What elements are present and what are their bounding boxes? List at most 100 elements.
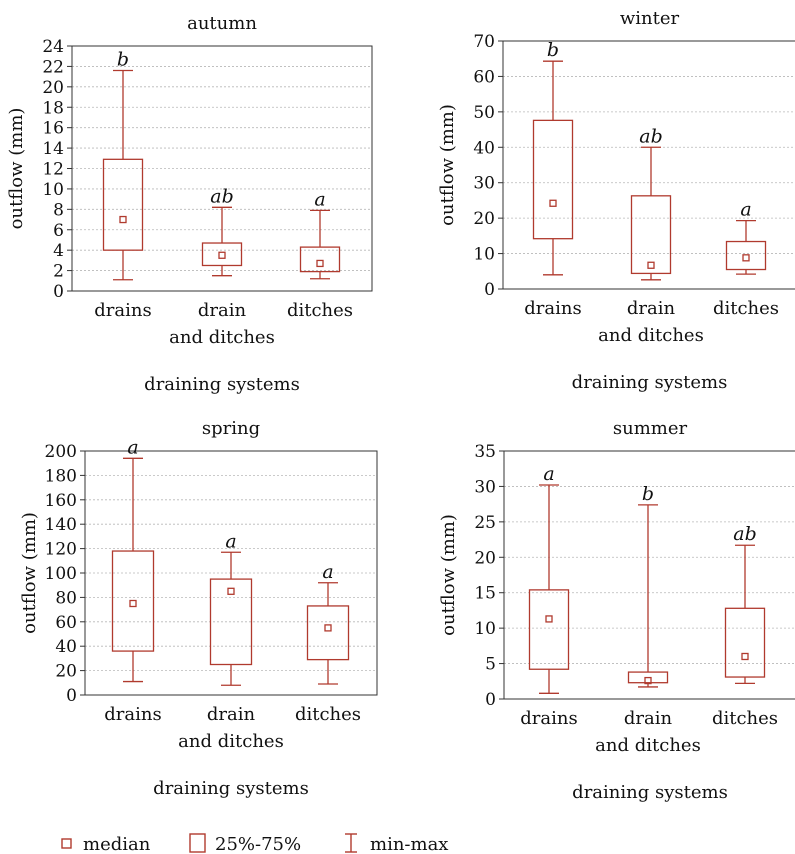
y-tick-label: 5 (485, 655, 496, 675)
chart-summer: 0 5 10 15 20 25 30 35 summer outflow (mm) drains dr… (438, 418, 795, 803)
y-tick-label: 18 (42, 98, 64, 118)
x-category-label-line: drains (520, 708, 577, 729)
x-category-label-line: drain (627, 298, 676, 319)
y-tick-label: 0 (66, 686, 77, 706)
y-tick-label: 2 (53, 262, 64, 282)
x-category-label-line: drain (198, 300, 247, 321)
median-marker (742, 254, 750, 262)
y-tick-label: 8 (53, 200, 64, 220)
y-tick-label: 22 (42, 57, 64, 77)
x-category-label: drains (104, 704, 161, 725)
y-tick-label: 60 (55, 613, 77, 633)
iqr-box (724, 607, 766, 678)
median-marker (647, 261, 655, 269)
significance-label: ab (733, 523, 757, 545)
median-marker (316, 259, 324, 268)
legend: median 25%-75% min-max (61, 833, 448, 854)
legend-median-label: median (83, 834, 151, 854)
y-tick-label: 120 (45, 540, 77, 560)
y-tick-label: 20 (42, 78, 64, 98)
y-tick-label: 24 (42, 37, 64, 57)
x-category-label: drains (524, 298, 581, 319)
y-tick-label: 70 (473, 32, 495, 52)
box-1: ab (201, 185, 243, 277)
box-1: ab (630, 125, 672, 281)
y-tick-label: 0 (53, 282, 64, 302)
median-marker (218, 251, 226, 259)
y-tick-label: 50 (473, 103, 495, 123)
x-category-label-line: and ditches (595, 735, 701, 756)
y-tick-label: 10 (473, 245, 495, 265)
y-tick-label: 140 (45, 515, 77, 535)
median-marker (545, 615, 553, 623)
y-tick-label: 200 (45, 442, 77, 462)
chart-spring: 0 20 40 60 80 100 120 140 160 180 200 spring outflow… (19, 418, 378, 799)
iqr-box (725, 240, 767, 271)
median-marker (324, 624, 332, 632)
x-category-label: ditches (712, 708, 778, 729)
x-category-label: drain and ditches (595, 708, 701, 756)
x-category-label: ditches (295, 704, 361, 725)
x-category-label: drains (94, 300, 151, 321)
significance-label: a (127, 436, 138, 458)
y-tick-label: 20 (473, 209, 495, 229)
y-axis-label: outflow (mm) (437, 104, 458, 226)
significance-label: a (740, 199, 751, 221)
x-category-label-line: drains (524, 298, 581, 319)
y-axis-label: outflow (mm) (6, 108, 27, 230)
significance-label: b (547, 39, 559, 61)
y-tick-label: 40 (55, 637, 77, 657)
x-category-label: ditches (287, 300, 353, 321)
y-tick-label: 15 (474, 584, 496, 604)
x-category-label-line: drain (624, 708, 673, 729)
x-category-label-line: ditches (712, 708, 778, 729)
iqr-box (111, 550, 155, 652)
y-tick-label: 20 (55, 662, 77, 682)
x-axis-label: draining systems (572, 372, 728, 393)
x-category-label: ditches (713, 298, 779, 319)
chart-title: winter (620, 8, 680, 29)
legend-box-swatch (189, 833, 206, 853)
x-category-label-line: drain (207, 704, 256, 725)
significance-label: a (225, 530, 236, 552)
x-axis-label: draining systems (144, 374, 300, 395)
y-tick-label: 180 (45, 466, 77, 486)
y-tick-label: 80 (55, 588, 77, 608)
iqr-box (209, 578, 253, 666)
median-marker (741, 652, 749, 661)
box-2: a (306, 561, 350, 685)
chart-title: autumn (187, 13, 257, 34)
y-tick-label: 0 (484, 280, 495, 300)
iqr-box (528, 589, 570, 670)
iqr-box (102, 158, 144, 251)
y-tick-label: 4 (53, 241, 64, 261)
significance-label: ab (639, 125, 663, 147)
y-tick-label: 30 (474, 477, 496, 497)
box-2: a (725, 199, 767, 275)
y-tick-label: 20 (474, 548, 496, 568)
x-category-label-line: drains (94, 300, 151, 321)
median-marker (644, 676, 652, 685)
box-1: a (209, 530, 253, 686)
box-0: a (528, 463, 570, 694)
y-tick-label: 12 (42, 160, 64, 180)
y-tick-label: 160 (45, 491, 77, 511)
x-category-label: drains (520, 708, 577, 729)
y-axis-label: outflow (mm) (438, 514, 459, 636)
legend-box-label: 25%-75% (215, 834, 301, 854)
x-category-label: drain and ditches (169, 300, 275, 348)
y-tick-label: 25 (474, 513, 496, 533)
x-category-label: drain and ditches (598, 298, 704, 346)
y-tick-label: 100 (45, 564, 77, 584)
y-axis-label: outflow (mm) (19, 512, 40, 634)
significance-label: ab (210, 185, 234, 207)
y-tick-label: 60 (473, 67, 495, 87)
box-2: a (299, 188, 341, 280)
iqr-box (201, 242, 243, 267)
y-tick-label: 14 (42, 139, 64, 159)
legend-median-swatch (61, 838, 72, 849)
x-category-label-line: drains (104, 704, 161, 725)
